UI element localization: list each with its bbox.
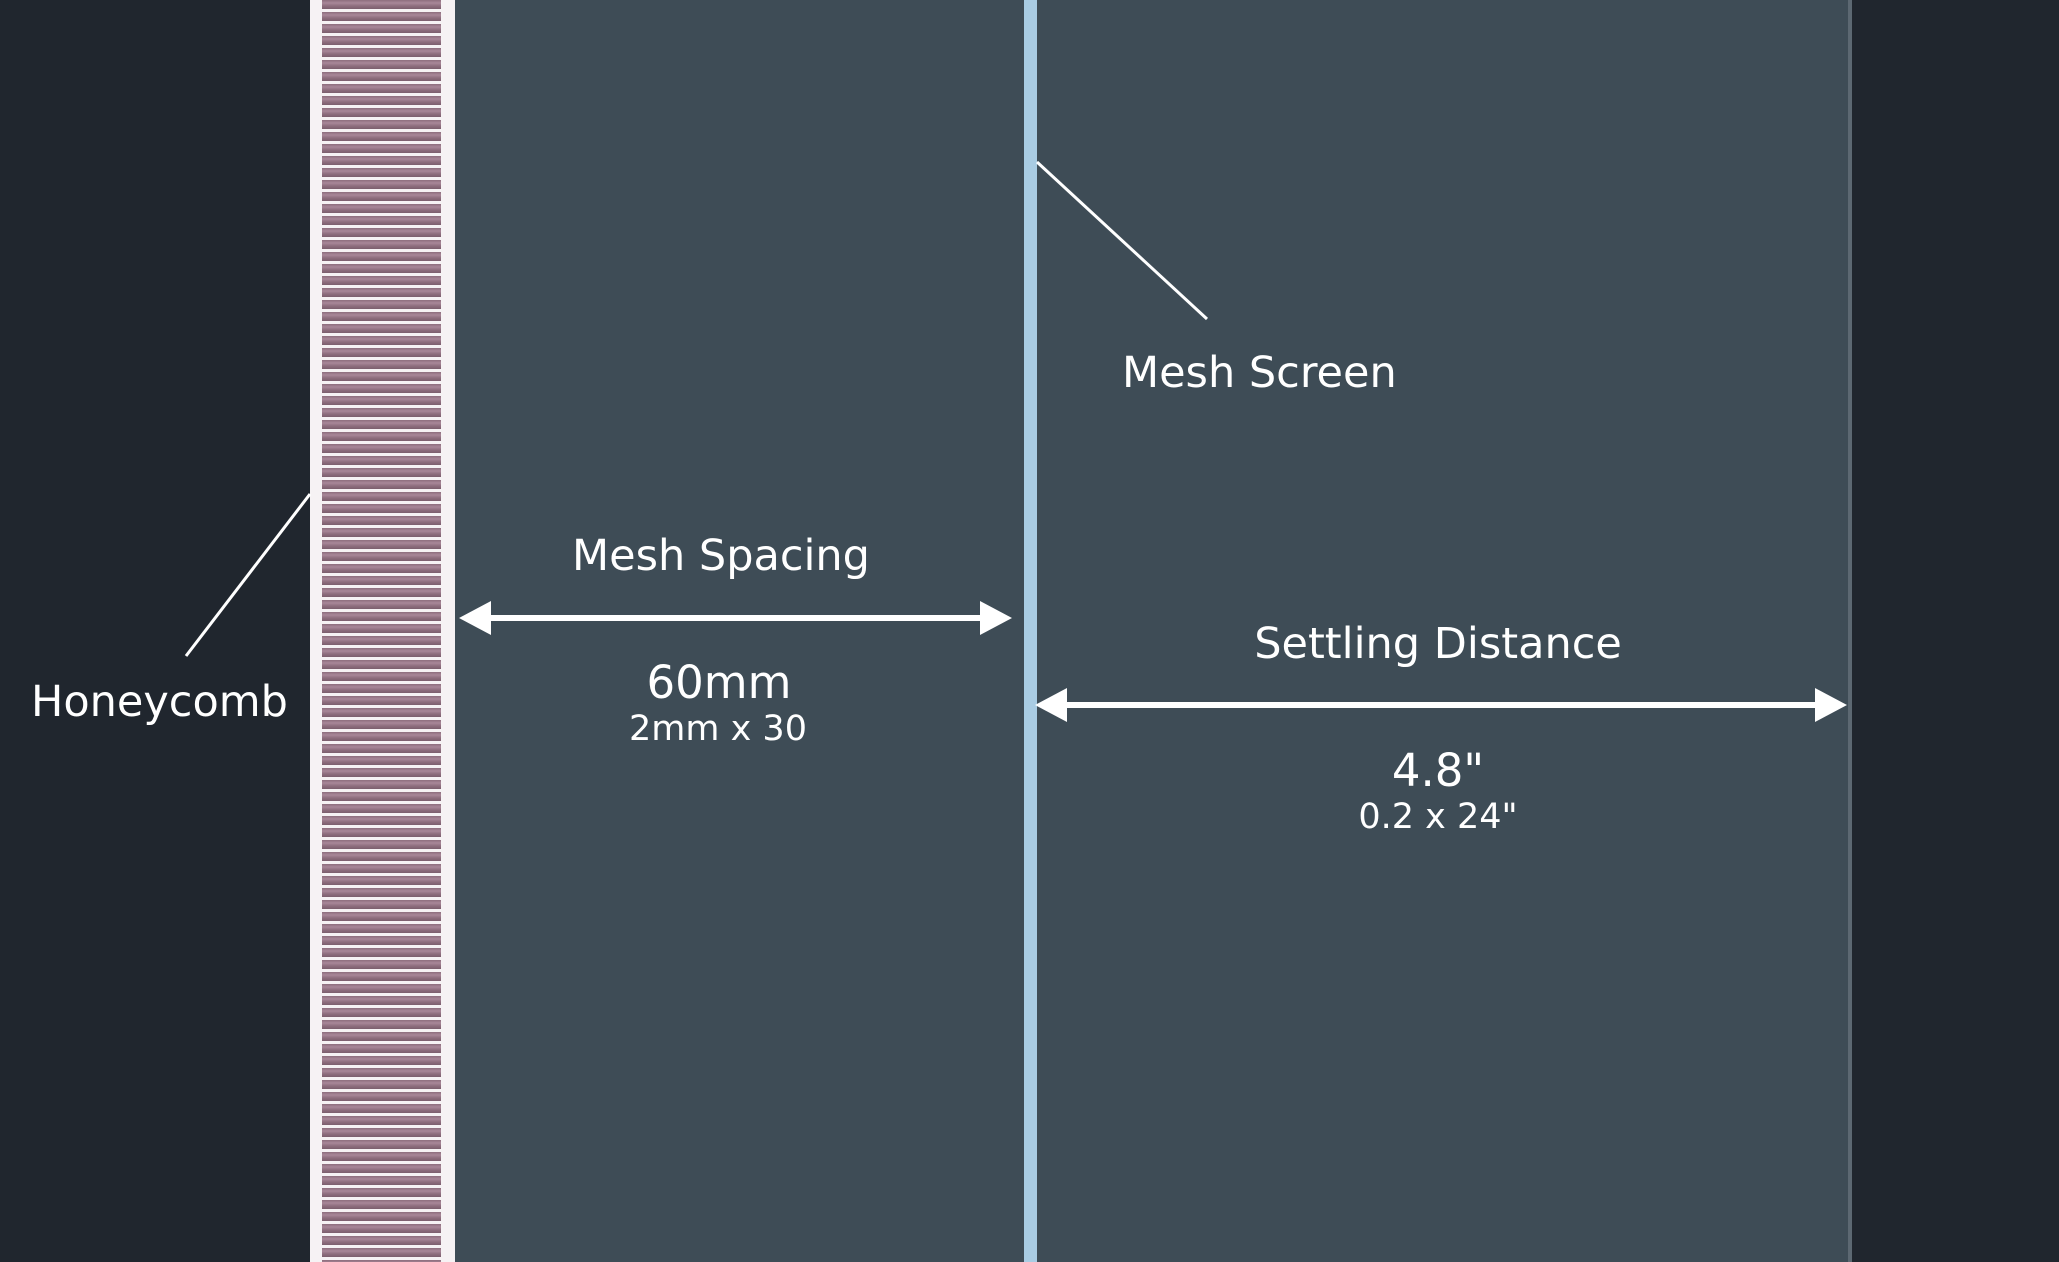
honeycomb-leader-line — [184, 493, 312, 657]
chamber-exit-edge — [1848, 0, 1852, 1262]
mesh-spacing-arrow — [459, 601, 1012, 635]
settling-distance-formula: 0.2 x 24" — [1358, 797, 1518, 837]
settling-distance-label: Settling Distance — [1254, 619, 1622, 669]
arrowhead-left — [459, 601, 491, 635]
honeycomb-label: Honeycomb — [31, 677, 288, 727]
mesh-spacing-formula: 2mm x 30 — [629, 709, 807, 749]
mesh-screen-bar — [1024, 0, 1037, 1262]
honeycomb-section — [310, 0, 455, 1262]
mesh-spacing-label: Mesh Spacing — [572, 531, 870, 581]
mesh-spacing-value: 60mm — [646, 656, 792, 709]
arrowhead-right — [980, 601, 1012, 635]
arrowhead-right — [1815, 688, 1847, 722]
honeycomb-cells — [322, 0, 441, 1262]
settling-chamber-panel — [455, 0, 1852, 1262]
arrowhead-left — [1035, 688, 1067, 722]
settling-distance-arrow — [1035, 688, 1847, 722]
mesh-screen-label: Mesh Screen — [1122, 348, 1397, 398]
settling-distance-value: 4.8" — [1391, 744, 1485, 797]
mesh-screen-leader-line — [1035, 160, 1209, 321]
